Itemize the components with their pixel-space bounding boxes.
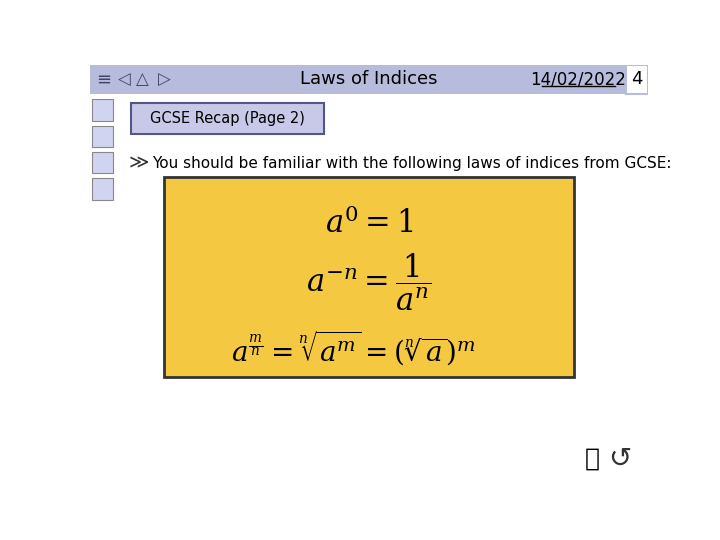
Text: GCSE Recap (Page 2): GCSE Recap (Page 2)	[150, 111, 305, 126]
Text: $a^0 = 1$: $a^0 = 1$	[325, 207, 413, 239]
FancyBboxPatch shape	[131, 103, 324, 134]
FancyBboxPatch shape	[164, 177, 574, 377]
Text: 14/02/2022: 14/02/2022	[531, 70, 626, 89]
FancyBboxPatch shape	[91, 126, 113, 147]
FancyBboxPatch shape	[626, 65, 648, 94]
Text: ▷: ▷	[158, 70, 171, 89]
FancyBboxPatch shape	[90, 65, 648, 94]
Text: 👁: 👁	[585, 447, 600, 471]
Text: ◁: ◁	[118, 70, 130, 89]
FancyBboxPatch shape	[91, 178, 113, 200]
FancyBboxPatch shape	[91, 152, 113, 173]
Text: ≫: ≫	[129, 154, 149, 173]
Text: △: △	[136, 70, 149, 89]
FancyBboxPatch shape	[91, 99, 113, 121]
Text: $a^{-n} = \dfrac{1}{a^n}$: $a^{-n} = \dfrac{1}{a^n}$	[306, 252, 432, 313]
Text: 4: 4	[631, 70, 643, 89]
Text: You should be familiar with the following laws of indices from GCSE:: You should be familiar with the followin…	[152, 156, 672, 171]
Text: Laws of Indices: Laws of Indices	[300, 70, 438, 89]
Text: $a^{\frac{m}{n}} = \sqrt[n]{a^m} = \left(\sqrt[n]{a}\right)^m$: $a^{\frac{m}{n}} = \sqrt[n]{a^m} = \left…	[231, 328, 476, 368]
Text: ↺: ↺	[608, 445, 631, 473]
Text: ≡: ≡	[96, 70, 112, 89]
